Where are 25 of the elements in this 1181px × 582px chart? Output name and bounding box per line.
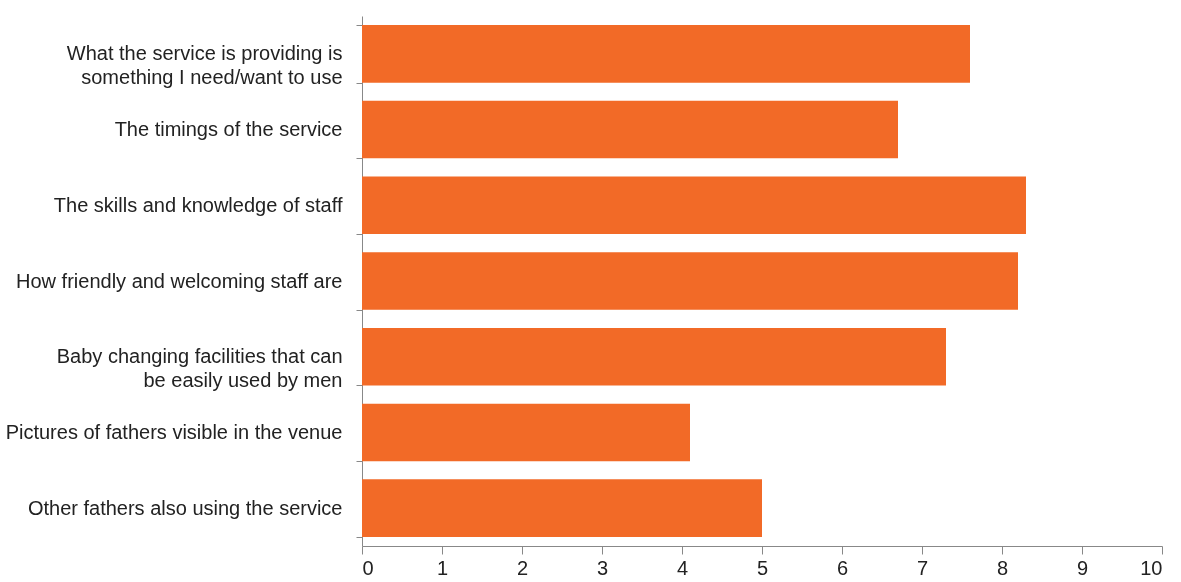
x-tick-label: 7 xyxy=(916,556,929,579)
bar xyxy=(362,176,1026,235)
x-tick-label: 8 xyxy=(996,556,1009,579)
y-tick-label: Other fathers also using the service xyxy=(27,496,343,519)
y-tick-label: How friendly and welcoming staff are xyxy=(16,269,343,292)
x-tick-label: 6 xyxy=(836,556,849,579)
bar xyxy=(362,327,946,386)
x-tick-label: 2 xyxy=(516,556,529,579)
bar xyxy=(362,100,898,159)
x-tick-label: 0 xyxy=(362,556,374,579)
y-tick-label: What the service is providing is something I need/want to use xyxy=(66,42,343,89)
x-tick-label: 4 xyxy=(676,556,689,579)
bar xyxy=(362,403,690,462)
y-tick-label: The timings of the service xyxy=(114,118,343,141)
bar xyxy=(362,252,1018,310)
x-tick-label: 10 xyxy=(1140,556,1163,579)
bar xyxy=(362,25,970,83)
y-tick-label: Baby changing facilities that can be easily used by men xyxy=(56,345,343,392)
x-tick-label: 1 xyxy=(436,556,449,579)
x-tick-label: 3 xyxy=(596,556,609,579)
bar xyxy=(362,479,762,537)
y-tick-label: The skills and knowledge of staff xyxy=(53,193,343,216)
x-tick-label: 5 xyxy=(756,556,769,579)
x-tick-label: 9 xyxy=(1076,556,1089,579)
y-tick-label: Pictures of fathers visible in the venue xyxy=(5,420,343,443)
